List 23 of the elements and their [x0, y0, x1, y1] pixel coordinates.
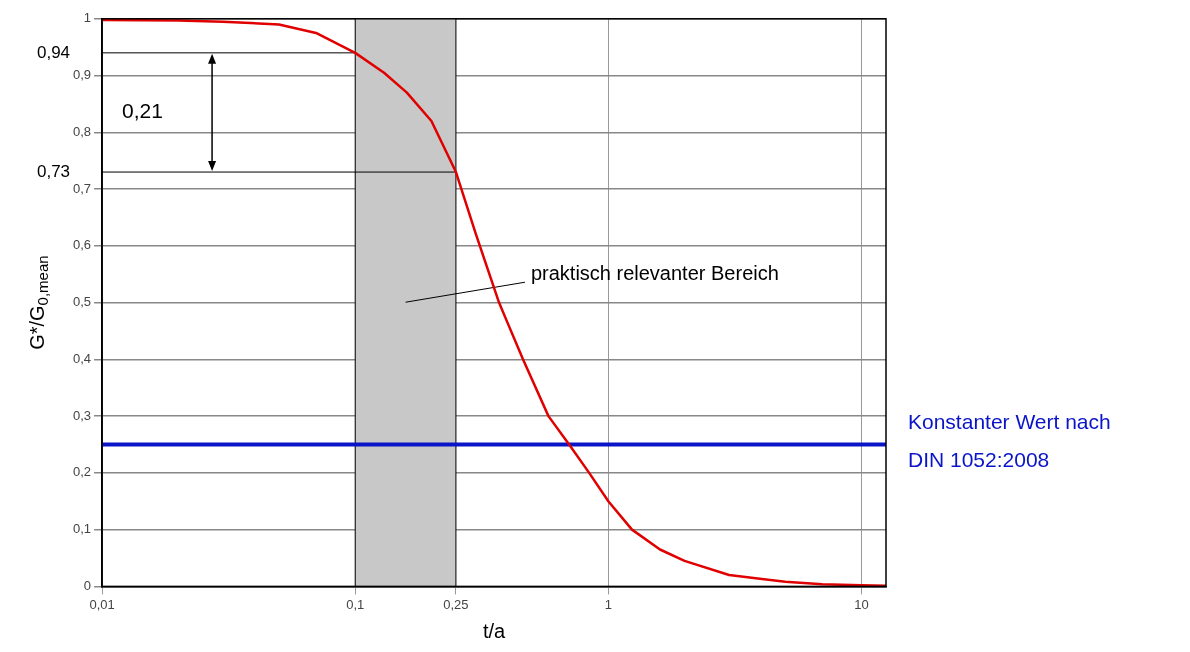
y-tick-label: 0,8	[72, 123, 92, 139]
ref-line-label: 0,94	[36, 42, 71, 62]
y-tick-label: 0,6	[72, 237, 92, 253]
annotation: 0,21	[122, 99, 163, 123]
x-axis-title: t/a	[482, 619, 507, 642]
y-tick-label: 1	[83, 10, 92, 26]
x-tick-label: 0,1	[346, 596, 365, 612]
y-tick-label: 0,2	[72, 464, 92, 480]
y-tick-label: 0,3	[72, 407, 92, 423]
y-tick-label: 0,7	[72, 180, 92, 196]
x-tick-label: 10	[854, 596, 869, 612]
ref-line-label: 0,73	[36, 161, 71, 181]
x-tick-label: 0,01	[89, 596, 115, 612]
y-axis-title: G*/G0,mean	[25, 255, 52, 350]
y-tick-label: 0	[83, 577, 92, 593]
y-tick-label: 0,5	[72, 294, 92, 310]
band-label: praktisch relevanter Bereich	[530, 261, 779, 284]
y-tick-label: 0,9	[72, 67, 92, 83]
text: Konstanter Wert nach DIN 1052:2008	[908, 410, 1111, 472]
x-tick-label: 1	[604, 596, 612, 612]
x-tick-label: 0,25	[443, 596, 469, 612]
y-tick-label: 0,1	[72, 521, 92, 537]
y-tick-label: 0,4	[72, 350, 92, 366]
